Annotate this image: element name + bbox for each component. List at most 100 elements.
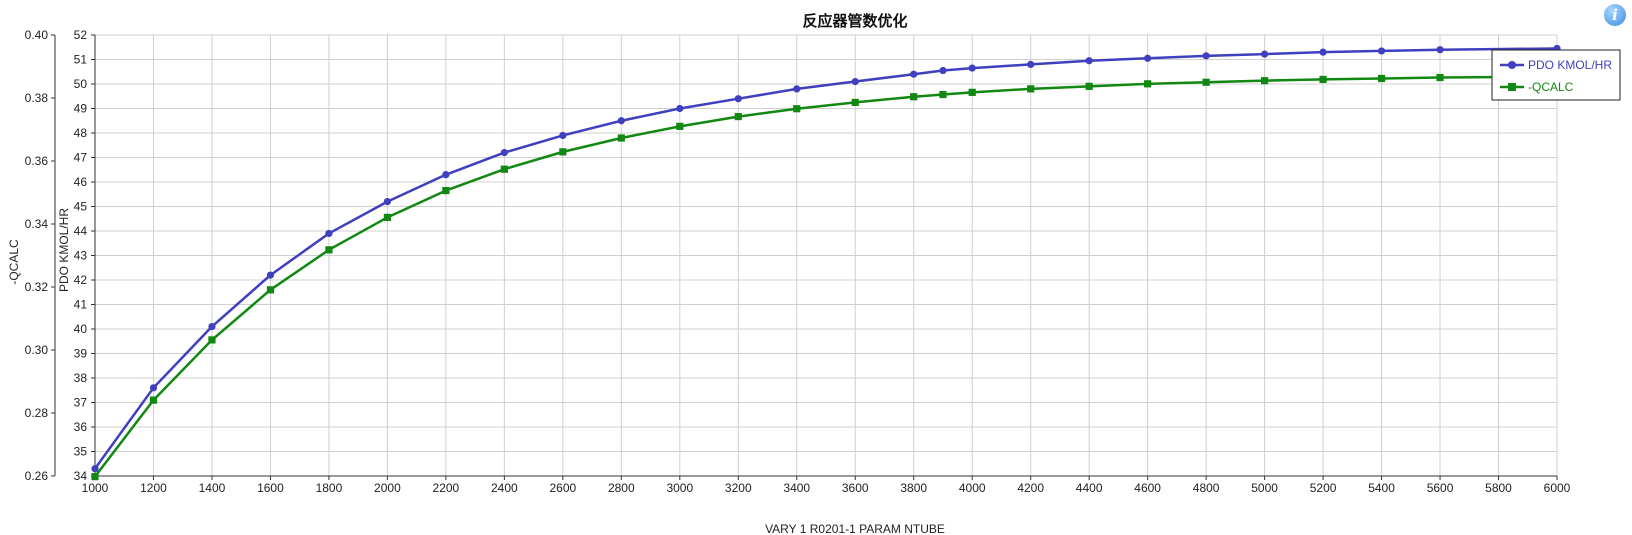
series-1-point bbox=[1027, 60, 1035, 68]
y-inner-tick-label: 34 bbox=[74, 469, 88, 483]
x-tick-label: 4600 bbox=[1134, 481, 1161, 495]
y-outer-tick-label: 0.32 bbox=[25, 280, 49, 294]
y-outer-tick-label: 0.38 bbox=[25, 91, 49, 105]
chart-title: 反应器管数优化 bbox=[802, 12, 907, 30]
axes: 1000 1200 1400 1600 1800 2000 2200 2400 2600 2800… bbox=[25, 28, 1571, 495]
x-tick-label: 3400 bbox=[783, 481, 810, 495]
legend-marker bbox=[1508, 61, 1516, 69]
x-tick-label: 4200 bbox=[1017, 481, 1044, 495]
x-tick-label: 5800 bbox=[1485, 481, 1512, 495]
y-inner-tick-label: 36 bbox=[74, 420, 88, 434]
y-outer-tick-label: 0.30 bbox=[25, 343, 49, 357]
series-1-point bbox=[617, 117, 625, 125]
legend: PDO KMOL/HR -QCALC bbox=[1491, 49, 1621, 101]
y-inner-tick-label: 43 bbox=[74, 249, 88, 263]
x-tick-label: 2600 bbox=[549, 481, 576, 495]
x-tick-label: 1400 bbox=[199, 481, 226, 495]
series-2-point bbox=[1027, 85, 1035, 93]
series-2-point bbox=[939, 90, 947, 99]
y-outer-tick-label: 0.28 bbox=[25, 406, 49, 420]
x-tick-label: 3200 bbox=[725, 481, 752, 495]
x-tick-label: 4800 bbox=[1193, 481, 1220, 495]
series-2-point bbox=[149, 396, 158, 404]
series-2-point bbox=[208, 336, 216, 344]
x-tick-label: 3000 bbox=[666, 481, 693, 495]
y-inner-tick-label: 42 bbox=[74, 273, 88, 287]
series-2-point bbox=[325, 246, 333, 254]
series-1-point bbox=[1085, 57, 1093, 65]
y-inner-tick-label: 48 bbox=[74, 126, 88, 140]
x-tick-label: 1200 bbox=[140, 481, 167, 495]
y-inner-tick-label: 37 bbox=[74, 396, 88, 410]
y-outer-tick-label: 0.26 bbox=[25, 469, 49, 483]
grid bbox=[94, 34, 1558, 477]
y-axis-label-outer: -QCALC bbox=[7, 239, 21, 285]
series-1-point bbox=[91, 465, 99, 473]
series-2-point bbox=[1261, 77, 1269, 85]
series-2-point bbox=[559, 148, 567, 156]
series-2-point bbox=[1202, 78, 1210, 86]
series-line-1 bbox=[93, 47, 1558, 470]
y-inner-tick-label: 35 bbox=[74, 445, 88, 459]
series-1-point bbox=[676, 104, 684, 113]
series-2-point bbox=[442, 187, 450, 195]
series-1-point bbox=[1377, 47, 1386, 55]
x-tick-label: 2800 bbox=[608, 481, 635, 495]
series-1-point bbox=[500, 149, 508, 157]
series-2-point bbox=[1085, 82, 1093, 90]
y-inner-tick-label: 46 bbox=[74, 175, 88, 189]
y-inner-tick-label: 51 bbox=[74, 53, 88, 67]
series-1-point bbox=[851, 77, 859, 86]
series-1-point bbox=[1261, 50, 1269, 58]
series-1-point bbox=[968, 64, 976, 72]
y-outer-tick-label: 0.34 bbox=[25, 217, 49, 231]
y-inner-tick-label: 49 bbox=[74, 102, 88, 116]
x-tick-label: 5000 bbox=[1251, 481, 1278, 495]
x-tick-label: 1000 bbox=[82, 481, 109, 495]
y-outer-tick-label: 0.36 bbox=[25, 154, 49, 168]
x-tick-label: 6000 bbox=[1544, 481, 1571, 495]
y-inner-tick-label: 47 bbox=[74, 151, 88, 165]
y-inner-tick-label: 41 bbox=[74, 298, 88, 312]
series-1-point bbox=[1319, 48, 1327, 56]
series-2-point bbox=[793, 105, 801, 113]
x-tick-label: 4400 bbox=[1076, 481, 1103, 495]
legend-marker bbox=[1508, 83, 1516, 91]
x-axis-label: VARY 1 R0201-1 PARAM NTUBE bbox=[765, 522, 945, 535]
series-2-point bbox=[851, 98, 859, 107]
info-icon[interactable]: i bbox=[1604, 4, 1626, 26]
x-tick-label: 5600 bbox=[1427, 481, 1454, 495]
series-2-point bbox=[676, 122, 684, 130]
series-2-point bbox=[617, 134, 625, 142]
series-2-point bbox=[1436, 73, 1444, 82]
series-1-point bbox=[1144, 54, 1152, 62]
series-1-point bbox=[149, 384, 158, 392]
x-tick-label: 2200 bbox=[433, 481, 460, 495]
y-inner-tick-label: 50 bbox=[74, 77, 88, 91]
series-1-point bbox=[939, 66, 947, 75]
y-inner-tick-label: 44 bbox=[74, 224, 88, 238]
series-1-point bbox=[793, 85, 801, 93]
legend-label: -QCALC bbox=[1528, 80, 1574, 94]
series-2-point bbox=[1377, 74, 1386, 83]
x-tick-label: 1600 bbox=[257, 481, 284, 495]
series-2-point bbox=[266, 286, 275, 294]
y-inner-tick-label: 38 bbox=[74, 371, 88, 385]
series-2-point bbox=[910, 93, 918, 101]
x-tick-label: 4000 bbox=[959, 481, 986, 495]
series-2-point bbox=[383, 213, 391, 221]
legend-box bbox=[1491, 49, 1621, 101]
series-1-point bbox=[734, 95, 742, 103]
series-lines bbox=[91, 44, 1561, 481]
series-2-point bbox=[500, 165, 508, 173]
y-inner-tick-label: 45 bbox=[74, 200, 88, 214]
x-tick-label: 1800 bbox=[316, 481, 343, 495]
series-2-point bbox=[1319, 75, 1327, 84]
y-inner-tick-label: 40 bbox=[74, 322, 88, 336]
series-1-point bbox=[325, 229, 333, 238]
x-tick-label: 5400 bbox=[1368, 481, 1395, 495]
x-tick-label: 3600 bbox=[842, 481, 869, 495]
series-line-2 bbox=[94, 75, 1558, 478]
x-tick-label: 5200 bbox=[1310, 481, 1337, 495]
x-tick-label: 2400 bbox=[491, 481, 518, 495]
